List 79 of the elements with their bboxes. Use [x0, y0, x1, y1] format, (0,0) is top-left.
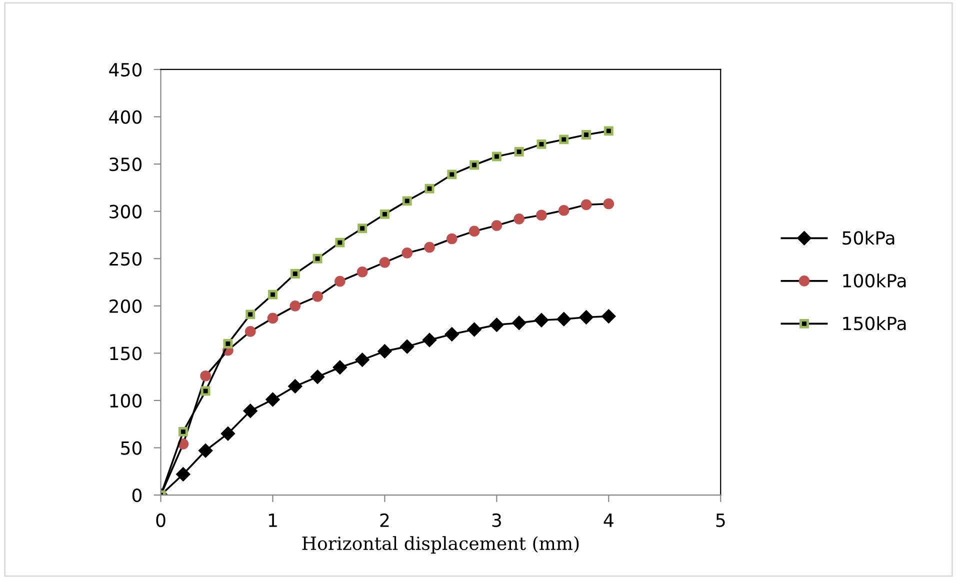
point	[402, 248, 413, 258]
legend-label: 100kPa	[843, 274, 906, 288]
point	[356, 266, 368, 278]
y-tick-label: 150	[110, 346, 142, 360]
point	[558, 204, 570, 216]
point	[355, 352, 370, 368]
x-tick-label: 1	[268, 514, 277, 527]
point	[223, 339, 233, 348]
point	[290, 269, 300, 278]
x-tick-label: 4	[604, 514, 614, 527]
point	[467, 322, 482, 337]
point	[470, 160, 480, 170]
point	[489, 318, 504, 332]
point	[243, 404, 258, 418]
y-tick-label: 250	[110, 252, 142, 266]
point	[559, 134, 569, 144]
point	[580, 199, 592, 210]
point	[444, 327, 460, 342]
point	[601, 309, 616, 324]
point	[492, 152, 502, 162]
y-tick-label: 200	[110, 299, 142, 314]
point	[514, 213, 524, 224]
point	[424, 242, 435, 253]
point	[512, 316, 526, 330]
point	[491, 220, 502, 231]
point	[447, 170, 457, 180]
y-tick-label: 300	[110, 204, 142, 218]
point	[200, 386, 210, 396]
point	[424, 184, 434, 194]
y-tick-label: 100	[110, 394, 142, 408]
point	[379, 256, 390, 268]
point	[422, 332, 437, 348]
point	[288, 379, 302, 394]
point	[200, 370, 211, 382]
point	[335, 238, 345, 248]
y-tick-label: 450	[109, 62, 142, 77]
legend-label: 50kPa	[842, 230, 894, 245]
point	[267, 312, 278, 324]
point	[377, 344, 392, 359]
point	[556, 312, 572, 326]
point	[402, 196, 412, 206]
point	[246, 310, 256, 320]
x-tick-label: 3	[492, 513, 501, 528]
y-tick-label: 50	[121, 441, 142, 455]
x-tick-label: 5	[716, 514, 725, 528]
point	[266, 392, 280, 407]
point	[582, 130, 591, 140]
point	[603, 198, 614, 210]
point	[514, 147, 524, 156]
point	[534, 312, 549, 328]
point	[268, 290, 278, 300]
point	[400, 339, 414, 354]
x-tick-label: 2	[380, 513, 389, 527]
point	[310, 370, 325, 384]
point	[244, 326, 256, 337]
point	[332, 360, 348, 375]
point	[446, 233, 458, 244]
point	[358, 224, 368, 234]
point	[536, 210, 547, 221]
legend-label: 150kPa	[843, 316, 906, 330]
point	[334, 276, 346, 287]
point	[176, 467, 190, 482]
point	[178, 426, 188, 436]
point	[178, 438, 189, 450]
point	[380, 209, 390, 219]
point	[604, 126, 614, 136]
point	[468, 226, 480, 237]
point	[579, 310, 594, 324]
y-tick-label: 0	[132, 488, 142, 502]
point	[312, 291, 323, 302]
x-axis-title: Horizontal displacement (mm)	[302, 536, 579, 554]
point	[220, 426, 236, 441]
y-tick-label: 350	[110, 158, 142, 172]
point	[536, 139, 546, 149]
point	[312, 254, 322, 264]
y-tick-label: 400	[109, 110, 142, 124]
x-tick-label: 0	[156, 513, 166, 528]
point	[290, 300, 301, 312]
point	[198, 443, 213, 458]
